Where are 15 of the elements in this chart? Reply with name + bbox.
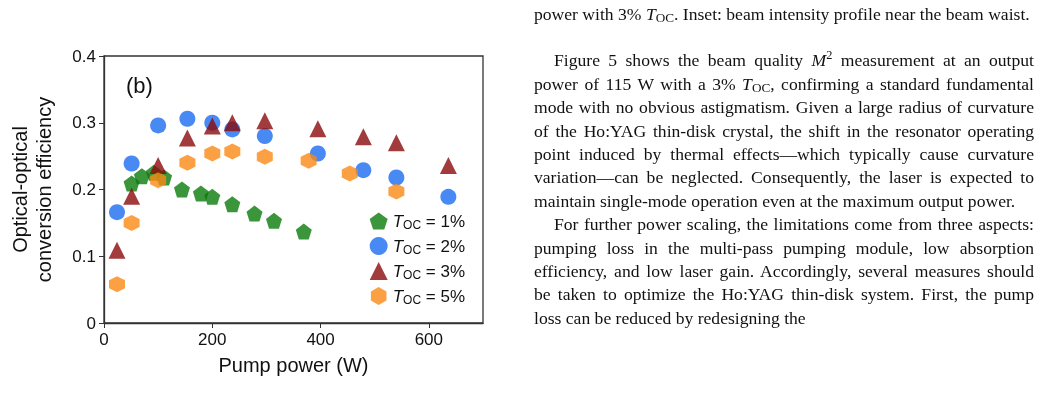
x-tick-label: 200	[198, 330, 227, 349]
y-tick-label: 0	[86, 313, 96, 333]
y-tick-label: 0.2	[72, 180, 96, 199]
x-tick-label: 0	[99, 330, 109, 349]
text: For further power scaling, the limitations come from three aspects: pumping loss in the multi-pass pumping module, low absorption efficiency, and low laser gain. Accordingly, several measures should be taken to optimize the Ho:YAG thin-disk system. First, the pump loss can be reduced by redesigning the	[534, 213, 1034, 330]
x-tick-label: 400	[306, 330, 335, 349]
text: Figure 5 shows the beam quality M$^{2}$ measurement at an output power of 115 W with a 3% T$_{OC}$, confirming a standard fundamental mode with no obvious astigmatism. Given a large radius of curvature of the Ho:YAG thin-disk crystal, the shift in the resonator operating point induced by thermal effects—which typically cause curvature variation—can be neglected. Consequently, the laser is expected to maintain single-mode operation even at the maximum output power.	[534, 48, 1034, 211]
y-axis-title: Optical-optical conversion efficiency	[9, 96, 55, 283]
text: power with 3% T$_{OC}$. Inset: beam intensity profile near the beam waist.	[534, 3, 1031, 27]
y-tick-label: 0.4	[72, 46, 96, 66]
x-axis-title: Pump power (W)	[218, 354, 369, 376]
y-tick-label: 0.3	[72, 113, 96, 133]
x-tick-label: 600	[414, 330, 444, 349]
annotation: (b)	[126, 72, 153, 98]
y-tick-label: 0.1	[72, 246, 96, 266]
